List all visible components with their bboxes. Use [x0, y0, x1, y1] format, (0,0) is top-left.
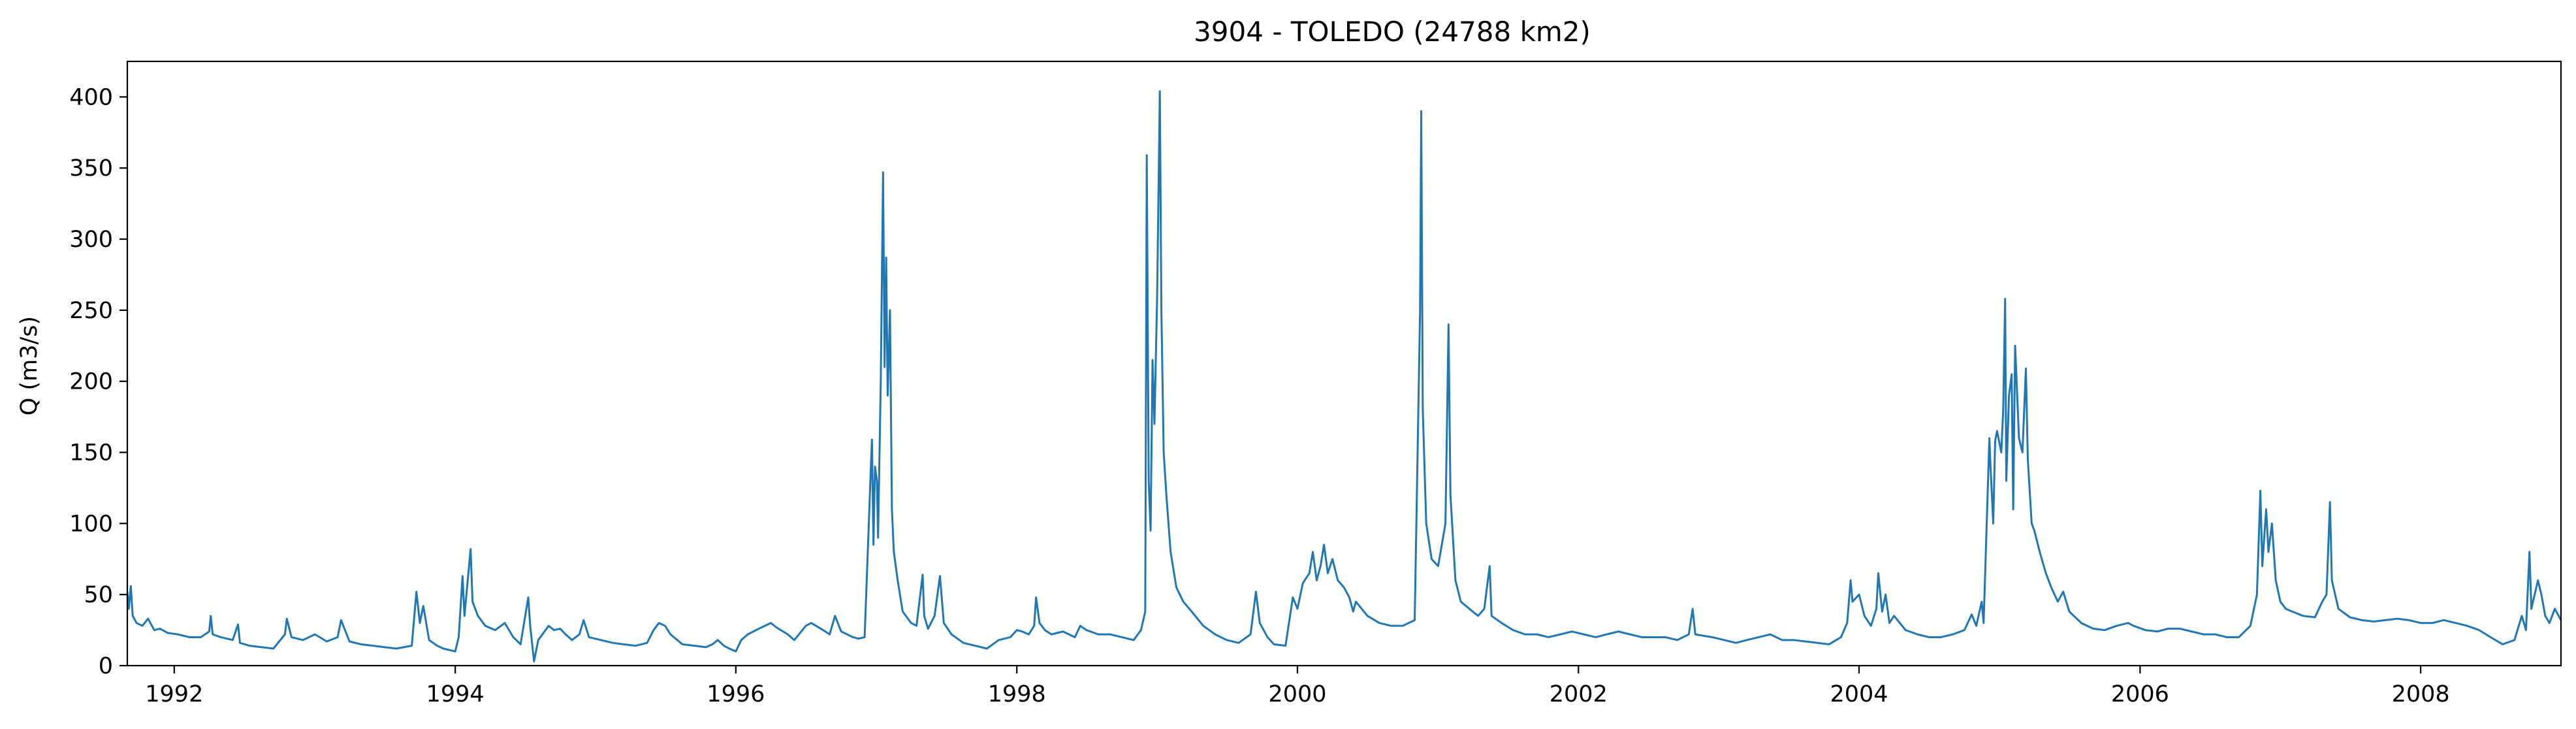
y-axis-title: Q (m3/s): [16, 316, 42, 415]
y-axis: 0 50 100 150 200 250 300 350 400: [69, 84, 127, 679]
plot-area: [127, 61, 2561, 666]
x-tick-label: 1992: [145, 681, 203, 707]
x-tick-label: 2006: [2111, 681, 2169, 707]
x-tick-label: 1998: [988, 681, 1046, 707]
x-tick-label: 2004: [1830, 681, 1888, 707]
x-tick-label: 2008: [2392, 681, 2450, 707]
discharge-series-line: [127, 91, 2561, 662]
plot-frame: [127, 61, 2561, 666]
x-tick-label: 1994: [426, 681, 485, 707]
y-tick-label: 250: [69, 298, 113, 324]
y-tick-label: 350: [69, 155, 113, 182]
y-tick-label: 0: [99, 653, 113, 679]
x-tick-label: 2000: [1268, 681, 1326, 707]
x-axis: 1992 1994 1996 1998 2000 2002 2004 2006 2008: [145, 666, 2449, 707]
y-tick-label: 300: [69, 227, 113, 253]
y-tick-label: 150: [69, 440, 113, 466]
y-tick-label: 100: [69, 511, 113, 537]
x-tick-label: 2002: [1550, 681, 1608, 707]
x-tick-label: 1996: [707, 681, 765, 707]
y-tick-label: 400: [69, 84, 113, 110]
y-tick-label: 50: [84, 582, 113, 608]
y-tick-label: 200: [69, 369, 113, 395]
chart-title: 3904 - TOLEDO (24788 km2): [1194, 16, 1591, 48]
